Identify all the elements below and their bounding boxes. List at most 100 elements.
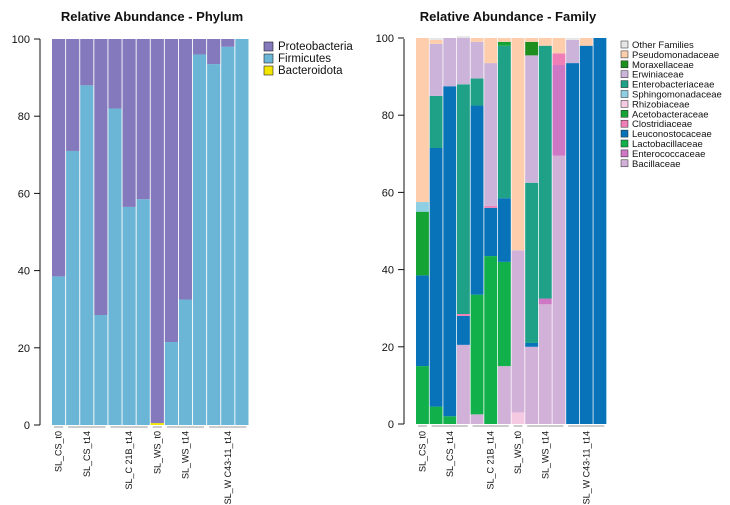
y-tick-label: 20 (18, 343, 30, 355)
bar-segment-firmicutes (52, 276, 66, 425)
x-group-label: SL_CS_t14 (82, 431, 92, 477)
family-chart: Relative Abundance - Family 0 20 40 60 80 100… (376, 9, 722, 504)
bar-segment-clostridiaceae (484, 205, 498, 208)
bar-segment-erwiniaceae (566, 39, 580, 64)
bar-segment-acetobacteraceae (416, 211, 429, 276)
bar-segment-pseudomonadaceae (484, 38, 498, 64)
y-tick-label: 80 (18, 111, 30, 123)
bar-segment-pseudomonadaceae (497, 38, 511, 42)
bar-segment-firmicutes (80, 85, 94, 425)
bar-segment-proteobacteria (164, 39, 178, 343)
bar-segment-firmicutes (66, 150, 80, 425)
bar-segment-pseudomonadaceae (511, 38, 525, 251)
bar-segment-firmicutes (178, 299, 193, 425)
bar-segment-bacillaceae (497, 366, 511, 424)
bar-segment-lactobacillaceae (416, 366, 429, 424)
bar-segment-proteobacteria (52, 39, 66, 277)
legend-swatch-enterococcaceae (620, 149, 629, 158)
bar-segment-proteobacteria (80, 39, 94, 86)
y-tick-label: 0 (24, 420, 30, 432)
y-tick-label: 20 (382, 342, 394, 354)
y-tick-label: 0 (388, 419, 394, 431)
bar-segment-leuconostocaceae (416, 275, 429, 367)
phylum-legend: Proteobacteria Firmicutes Bacteroidota (263, 41, 353, 77)
legend-label-leuconostocaceae: Leuconostocaceae (632, 129, 712, 140)
bar-segment-proteobacteria (193, 39, 207, 55)
x-group-label: SL_WS_t0 (152, 431, 162, 474)
bar-segment-firmicutes (221, 46, 235, 425)
legend-label-clostridiaceae: Clostridiaceae (632, 119, 692, 130)
legend-swatch-firmicutes (263, 53, 274, 64)
family-bars (416, 36, 607, 425)
bar-segment-erwiniaceae (429, 43, 443, 96)
x-group-label: SL_WS_t14 (540, 431, 550, 479)
x-group-label: SL_W C43-11_t14 (581, 431, 591, 504)
bar-segment-clostridiaceae (552, 53, 566, 66)
x-group-label: SL_C 21B_t14 (486, 431, 496, 490)
bar-segment-bacillaceae (456, 344, 470, 424)
legend-swatch-moraxellaceae (620, 60, 629, 69)
x-group-label: SL_CS_t0 (417, 431, 427, 472)
bar-segment-leuconostocaceae (579, 45, 593, 424)
bar-segment-erwiniaceae (525, 55, 539, 183)
legend-label-rhizobiaceae: Rhizobiaceae (632, 99, 690, 110)
phylum-bars (52, 39, 249, 425)
bar-segment-leuconostocaceae (456, 315, 470, 345)
legend-swatch-sphingomonadaceae (620, 90, 629, 98)
legend-swatch-acetobacteraceae (620, 110, 629, 118)
y-tick-label: 80 (382, 110, 394, 122)
bar-segment-pseudomonadaceae (579, 38, 593, 46)
legend-label-enterobacteriaceae: Enterobacteriaceae (632, 80, 714, 91)
legend-label-bacteroidota: Bacteroidota (278, 65, 343, 77)
x-group-label: SL_CS_t14 (445, 431, 455, 477)
bar-segment-lactobacillaceae (443, 416, 457, 424)
family-legend: Other FamiliesPseudomonadaceaeMoraxellac… (620, 40, 722, 170)
bar-segment-bacillaceae (538, 304, 552, 424)
family-x-labels: SL_CS_t0 SL_CS_t14 SL_C 21B_t14 SL_WS_t0 SL_… (417, 431, 591, 504)
bar-segment-bacillaceae (511, 250, 525, 413)
legend-swatch-clostridiaceae (620, 119, 629, 128)
bar-segment-proteobacteria (221, 39, 235, 47)
bar-segment-proteobacteria (66, 39, 80, 151)
bar-segment-other-families (456, 36, 470, 38)
bar-segment-acetobacteraceae (497, 41, 511, 46)
phylum-chart: Relative Abundance - Phylum 0 20 40 60 80 100… (12, 9, 354, 504)
y-tick-label: 40 (18, 266, 30, 278)
legend-swatch-erwiniaceae (620, 70, 629, 78)
phylum-y-ticks: 0 20 40 60 80 100 (12, 34, 40, 432)
legend-swatch-proteobacteria (263, 41, 274, 52)
bar-segment-pseudomonadaceae (470, 38, 484, 42)
bar-segment-firmicutes (122, 206, 136, 425)
legend-label-moraxellaceae: Moraxellaceae (632, 60, 694, 71)
legend-swatch-bacillaceae (620, 159, 629, 168)
legend-swatch-pseudomonadaceae (620, 50, 629, 59)
bar-segment-enterobacteriaceae (429, 95, 443, 149)
bar-segment-firmicutes (207, 64, 221, 425)
y-tick-label: 100 (12, 34, 30, 46)
x-group-label: SL_C 21B_t14 (124, 431, 134, 490)
y-tick-label: 60 (18, 188, 30, 200)
bar-segment-bacillaceae (470, 414, 484, 424)
bar-segment-bacillaceae (525, 346, 539, 424)
y-tick-label: 100 (376, 33, 394, 45)
bar-segment-moraxellaceae (525, 41, 539, 56)
bar-segment-pseudomonadaceae (525, 38, 539, 42)
legend-swatch-bacteroidota (263, 65, 274, 76)
bar-segment-enterococcaceae (538, 298, 552, 305)
legend-label-firmicutes: Firmicutes (278, 53, 331, 65)
legend-label-proteobacteria: Proteobacteria (278, 41, 353, 53)
bar-segment-firmicutes (164, 342, 178, 425)
legend-label-erwiniaceae: Erwiniaceae (632, 70, 684, 81)
legend-label-sphingomonadaceae: Sphingomonadaceae (632, 90, 722, 101)
legend-swatch-rhizobiaceae (620, 100, 629, 108)
x-group-label: SL_WS_t14 (181, 431, 191, 479)
bar-segment-rhizobiaceae (511, 412, 525, 424)
bar-segment-lactobacillaceae (497, 261, 511, 367)
bar-segment-enterobacteriaceae (470, 78, 484, 106)
legend-swatch-enterobacteriaceae (620, 80, 629, 88)
bar-segment-erwiniaceae (443, 38, 457, 87)
bar-segment-leuconostocaceae (429, 148, 443, 407)
bar-segment-leuconostocaceae (497, 198, 511, 262)
bar-segment-leuconostocaceae (566, 63, 580, 425)
bar-segment-leuconostocaceae (484, 207, 498, 257)
